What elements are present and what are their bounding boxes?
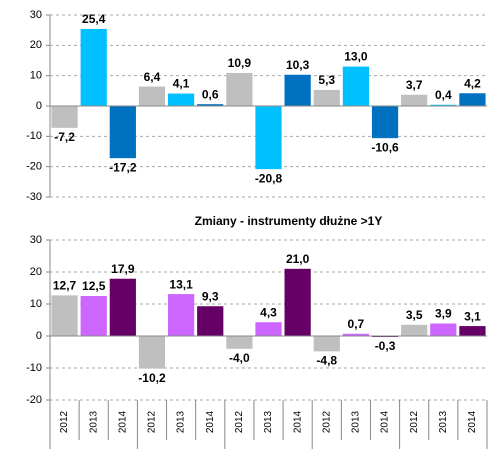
value-label: -4,0 xyxy=(229,351,250,365)
chart-title: Zmiany - instrumenty dłużne >1Y xyxy=(195,214,383,228)
y-tick-label: -20 xyxy=(26,394,42,406)
bar xyxy=(226,336,253,349)
value-label: 13,1 xyxy=(169,277,193,291)
y-tick-label: 10 xyxy=(30,298,42,310)
x-tick-label: 2014 xyxy=(380,410,391,433)
bar xyxy=(371,106,399,139)
value-label: 10,3 xyxy=(286,58,310,72)
bar xyxy=(51,106,78,128)
value-label: 0,4 xyxy=(435,88,452,102)
bar xyxy=(342,66,370,106)
value-label: -20,8 xyxy=(255,171,283,185)
value-label: 9,3 xyxy=(202,289,219,303)
bar xyxy=(459,326,486,336)
bar xyxy=(138,336,166,369)
y-tick-label: -30 xyxy=(26,191,42,203)
value-label: -4,8 xyxy=(316,354,337,368)
y-tick-label: -20 xyxy=(26,161,42,173)
x-tick-label: 2013 xyxy=(88,410,99,433)
x-tick-label: 2012 xyxy=(409,410,420,433)
x-tick-label: 2013 xyxy=(438,410,449,433)
value-label: 4,3 xyxy=(260,305,277,319)
y-tick-label: 20 xyxy=(30,39,42,51)
y-tick-label: 20 xyxy=(30,266,42,278)
bar xyxy=(167,294,195,336)
bar xyxy=(197,306,224,336)
bar xyxy=(401,324,428,336)
y-tick-label: -10 xyxy=(26,362,42,374)
x-tick-label: 2012 xyxy=(147,410,158,433)
bar xyxy=(80,296,107,336)
x-tick-label: 2013 xyxy=(351,410,362,433)
bar xyxy=(255,106,282,170)
value-label: 3,7 xyxy=(406,78,423,92)
value-label: -7,2 xyxy=(54,130,75,144)
value-label: 3,9 xyxy=(435,307,452,321)
bar xyxy=(284,268,311,336)
bar xyxy=(197,104,224,106)
y-tick-label: 0 xyxy=(36,100,42,112)
value-label: 13,0 xyxy=(344,50,368,64)
bar xyxy=(430,104,457,106)
bar xyxy=(284,74,311,106)
value-label: -0,3 xyxy=(375,339,396,353)
x-tick-label: 2012 xyxy=(321,410,332,433)
bar xyxy=(109,106,136,159)
x-tick-label: 2013 xyxy=(176,410,187,433)
x-tick-label: 2014 xyxy=(205,410,216,433)
value-label: 25,4 xyxy=(82,12,106,26)
bar xyxy=(459,93,486,106)
x-tick-label: 2013 xyxy=(263,410,274,433)
bar xyxy=(313,336,340,352)
x-tick-label: 2012 xyxy=(59,410,70,433)
value-label: 10,9 xyxy=(228,56,252,70)
bar xyxy=(109,278,136,336)
value-label: 0,7 xyxy=(348,317,365,331)
value-label: -17,2 xyxy=(109,160,137,174)
value-label: 17,9 xyxy=(111,262,135,276)
bar xyxy=(138,86,166,106)
bar xyxy=(226,72,253,106)
value-label: -10,6 xyxy=(371,140,399,154)
bar xyxy=(167,93,195,106)
y-tick-label: 10 xyxy=(30,70,42,82)
value-label: 5,3 xyxy=(318,73,335,87)
bar xyxy=(80,28,107,107)
bar xyxy=(255,322,282,336)
y-tick-label: 30 xyxy=(30,9,42,21)
value-label: 0,6 xyxy=(202,87,219,101)
value-label: -10,2 xyxy=(138,371,166,385)
value-label: 4,2 xyxy=(464,76,481,90)
bar xyxy=(430,323,457,336)
x-tick-label: 2012 xyxy=(234,410,245,433)
x-tick-label: 2014 xyxy=(117,410,128,433)
value-label: 6,4 xyxy=(144,70,161,84)
bar xyxy=(342,333,370,336)
value-label: 21,0 xyxy=(286,252,310,266)
bar xyxy=(401,94,428,106)
y-tick-label: 30 xyxy=(30,234,42,246)
bar xyxy=(51,295,78,336)
y-tick-label: -10 xyxy=(26,130,42,142)
x-tick-label: 2014 xyxy=(467,410,478,433)
x-tick-label: 2014 xyxy=(292,410,303,433)
value-label: 12,7 xyxy=(53,279,77,293)
value-label: 3,1 xyxy=(464,309,481,323)
bar xyxy=(313,89,340,106)
value-label: 12,5 xyxy=(82,279,106,293)
value-label: 3,5 xyxy=(406,308,423,322)
y-tick-label: 0 xyxy=(36,330,42,342)
value-label: 4,1 xyxy=(173,77,190,91)
